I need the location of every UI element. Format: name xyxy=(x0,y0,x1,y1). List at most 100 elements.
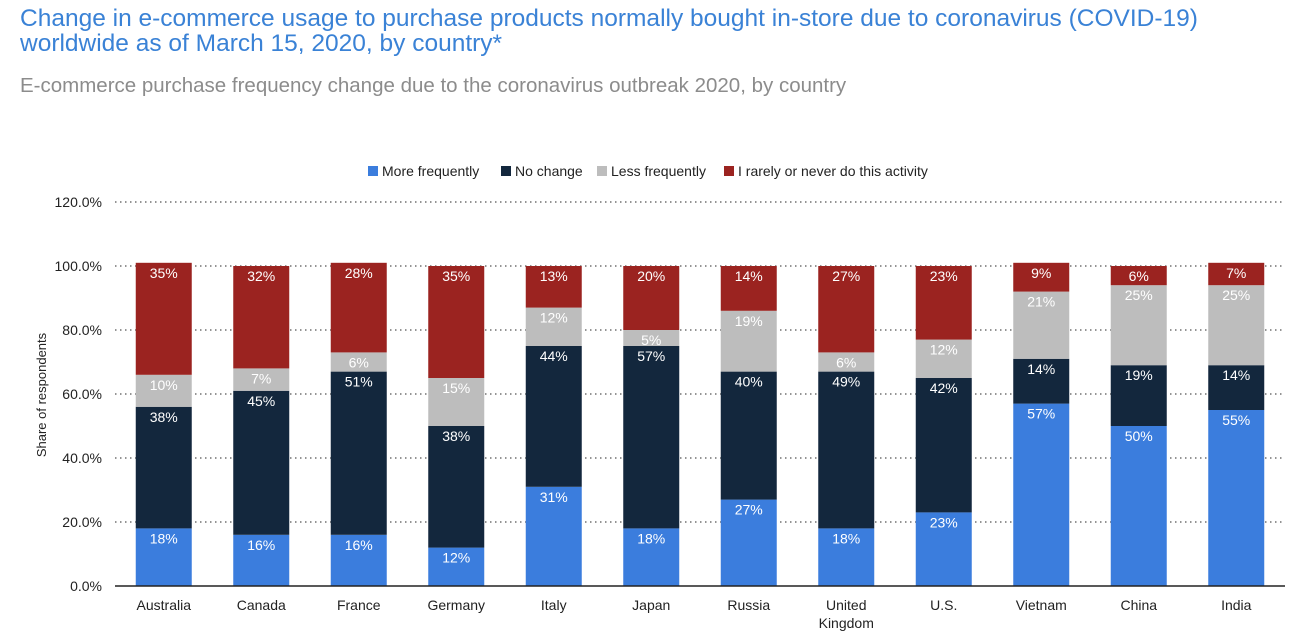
bar-segment xyxy=(525,346,582,487)
bar-segment xyxy=(1208,365,1265,410)
bar-segment xyxy=(1208,262,1265,286)
bar-segment xyxy=(720,371,777,500)
bar-segment xyxy=(1013,403,1070,586)
data-label: 23% xyxy=(930,514,958,530)
y-tick-label: 60.0% xyxy=(62,386,102,402)
x-tick-label: Italy xyxy=(541,597,567,613)
data-label: 45% xyxy=(247,393,275,409)
bar-segment xyxy=(915,339,972,378)
y-tick-label: 80.0% xyxy=(62,322,102,338)
data-label: 18% xyxy=(637,530,665,546)
x-tick-label: Australia xyxy=(137,597,192,613)
data-label: 28% xyxy=(345,265,373,281)
bar-segment xyxy=(330,352,387,372)
bar-segment xyxy=(135,406,192,529)
data-label: 23% xyxy=(930,268,958,284)
x-tick-label: France xyxy=(337,597,381,613)
data-label: 13% xyxy=(540,268,568,284)
legend-label: Less frequently xyxy=(611,163,706,179)
legend-swatch xyxy=(368,166,378,176)
bar-segment xyxy=(720,499,777,586)
bar-segment xyxy=(1110,426,1167,586)
bar-segment xyxy=(818,528,875,586)
data-label: 15% xyxy=(442,380,470,396)
data-label: 32% xyxy=(247,268,275,284)
legend-label: I rarely or never do this activity xyxy=(738,163,928,179)
data-label: 7% xyxy=(1226,265,1246,281)
legend-swatch xyxy=(501,166,511,176)
legend-swatch xyxy=(597,166,607,176)
data-label: 18% xyxy=(832,530,860,546)
chart-title: Change in e-commerce usage to purchase p… xyxy=(20,5,1198,57)
data-label: 14% xyxy=(1027,361,1055,377)
data-label: 42% xyxy=(930,380,958,396)
data-label: 51% xyxy=(345,374,373,390)
data-label: 16% xyxy=(247,537,275,553)
bar-segment xyxy=(233,534,290,586)
bar-segment xyxy=(233,266,290,369)
y-tick-label: 0.0% xyxy=(70,578,102,594)
data-label: 31% xyxy=(540,489,568,505)
data-label: 12% xyxy=(930,342,958,358)
y-axis-title: Share of respondents xyxy=(34,332,49,457)
bar-segment xyxy=(233,368,290,391)
data-label: 55% xyxy=(1222,412,1250,428)
data-label: 10% xyxy=(150,377,178,393)
bar-segment xyxy=(623,266,680,330)
x-tick-label: Kingdom xyxy=(819,615,874,631)
chart-subtitle: E-commerce purchase frequency change due… xyxy=(20,74,847,97)
data-label: 6% xyxy=(836,354,856,370)
data-label: 14% xyxy=(735,268,763,284)
data-label: 57% xyxy=(637,348,665,364)
bar-segment xyxy=(1110,365,1167,426)
data-label: 44% xyxy=(540,348,568,364)
data-label: 38% xyxy=(150,409,178,425)
bar-segment xyxy=(1013,262,1070,292)
data-label: 40% xyxy=(735,374,763,390)
bar-segment xyxy=(525,486,582,586)
data-label: 57% xyxy=(1027,406,1055,422)
data-label: 20% xyxy=(637,268,665,284)
bar-segment xyxy=(818,266,875,353)
x-tick-label: Vietnam xyxy=(1016,597,1067,613)
x-tick-label: Japan xyxy=(632,597,670,613)
data-label: 7% xyxy=(251,370,271,386)
data-label: 25% xyxy=(1125,287,1153,303)
data-label: 21% xyxy=(1027,294,1055,310)
data-label: 18% xyxy=(150,530,178,546)
bar-segment xyxy=(428,547,485,586)
legend-swatch xyxy=(724,166,734,176)
bar-segment xyxy=(818,371,875,529)
data-label: 16% xyxy=(345,537,373,553)
data-label: 50% xyxy=(1125,428,1153,444)
data-label: 6% xyxy=(1129,268,1149,284)
data-label: 38% xyxy=(442,428,470,444)
bar-segment xyxy=(623,346,680,529)
bar-segment xyxy=(525,266,582,308)
bar-segment xyxy=(135,528,192,586)
bar-segment xyxy=(1110,285,1167,366)
x-tick-label: China xyxy=(1120,597,1157,613)
data-label: 5% xyxy=(641,332,661,348)
bar-segment xyxy=(135,262,192,375)
bar-segment xyxy=(623,528,680,586)
data-label: 6% xyxy=(349,354,369,370)
data-label: 27% xyxy=(735,502,763,518)
bar-segment xyxy=(1208,285,1265,366)
data-label: 14% xyxy=(1222,367,1250,383)
legend-label: More frequently xyxy=(382,163,479,179)
bar-segment xyxy=(233,390,290,535)
y-tick-label: 40.0% xyxy=(62,450,102,466)
bar-segment xyxy=(1013,291,1070,359)
data-label: 12% xyxy=(540,310,568,326)
bar-segment xyxy=(330,262,387,353)
bar-segment xyxy=(525,307,582,346)
data-label: 25% xyxy=(1222,287,1250,303)
data-label: 9% xyxy=(1031,265,1051,281)
bar-segment xyxy=(623,330,680,346)
x-tick-label: Canada xyxy=(237,597,286,613)
data-label: 19% xyxy=(735,313,763,329)
bar-segment xyxy=(720,310,777,372)
bar-segment xyxy=(428,378,485,426)
bar-segment xyxy=(330,371,387,535)
